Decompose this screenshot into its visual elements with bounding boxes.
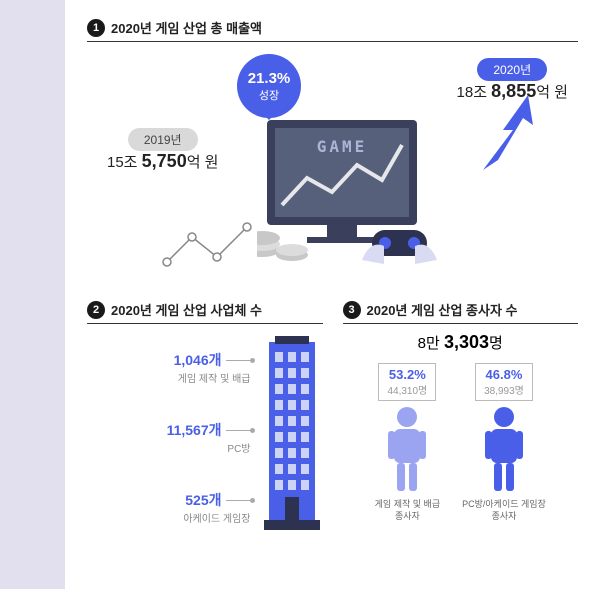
- pill-2020: 2020년: [477, 58, 547, 81]
- business-labels: 1,046개 게임 제작 및 배급 11,567개 PC방 525개 아케이드 …: [87, 332, 261, 542]
- section3-header: 3 2020년 게임 산업 종사자 수: [343, 300, 579, 324]
- building-icon: [261, 332, 323, 532]
- left-sidebar: [0, 0, 65, 589]
- infographic-main: 1 2020년 게임 산업 총 매출액 2019년 15조 5,750억 원 2…: [65, 0, 600, 589]
- biz-item-0: 1,046개 게임 제작 및 배급: [87, 350, 251, 385]
- growth-bubble: 21.3% 성장: [237, 54, 301, 118]
- section1-header: 1 2020년 게임 산업 총 매출액: [87, 18, 578, 42]
- worker-group-1: 46.8% 38,993명 PC방/아케이드 게임장: [462, 363, 546, 522]
- section-workers: 3 2020년 게임 산업 종사자 수 8만 3,303명 53.2% 44,3…: [343, 300, 579, 542]
- badge-2: 2: [87, 301, 105, 319]
- worker-box-1: 46.8% 38,993명: [475, 363, 533, 401]
- section3-title: 2020년 게임 산업 종사자 수: [367, 300, 518, 319]
- worker-group-0: 53.2% 44,310명 게임 제작 및 배급: [375, 363, 440, 522]
- section-revenue: 1 2020년 게임 산업 총 매출액 2019년 15조 5,750억 원 2…: [87, 18, 578, 280]
- person-icon-0: [382, 405, 432, 495]
- worker-desc-1: PC방/아케이드 게임장 종사자: [462, 499, 546, 522]
- badge-3: 3: [343, 301, 361, 319]
- pill-2019: 2019년: [128, 128, 198, 151]
- worker-box-0: 53.2% 44,310명: [378, 363, 436, 401]
- svg-text:GAME: GAME: [317, 137, 368, 156]
- year-2019-block: 2019년 15조 5,750억 원: [107, 128, 218, 172]
- section-businesses: 2 2020년 게임 산업 사업체 수 1,046개 게임 제작 및 배급 11…: [87, 300, 323, 542]
- value-2019: 15조 5,750억 원: [107, 151, 218, 172]
- worker-desc-0: 게임 제작 및 배급 종사자: [375, 499, 440, 522]
- growth-arrow-icon: [473, 90, 543, 180]
- person-icon-1: [479, 405, 529, 495]
- section2-title: 2020년 게임 산업 사업체 수: [111, 300, 262, 319]
- biz-item-1: 11,567개 PC방: [87, 420, 251, 455]
- workers-total: 8만 3,303명: [343, 332, 579, 353]
- monitor-illustration: GAME: [257, 100, 447, 275]
- biz-item-2: 525개 아케이드 게임장: [87, 490, 251, 525]
- trend-dots-icon: [162, 222, 262, 282]
- section2-header: 2 2020년 게임 산업 사업체 수: [87, 300, 323, 324]
- badge-1: 1: [87, 19, 105, 37]
- section1-title: 2020년 게임 산업 총 매출액: [111, 18, 262, 37]
